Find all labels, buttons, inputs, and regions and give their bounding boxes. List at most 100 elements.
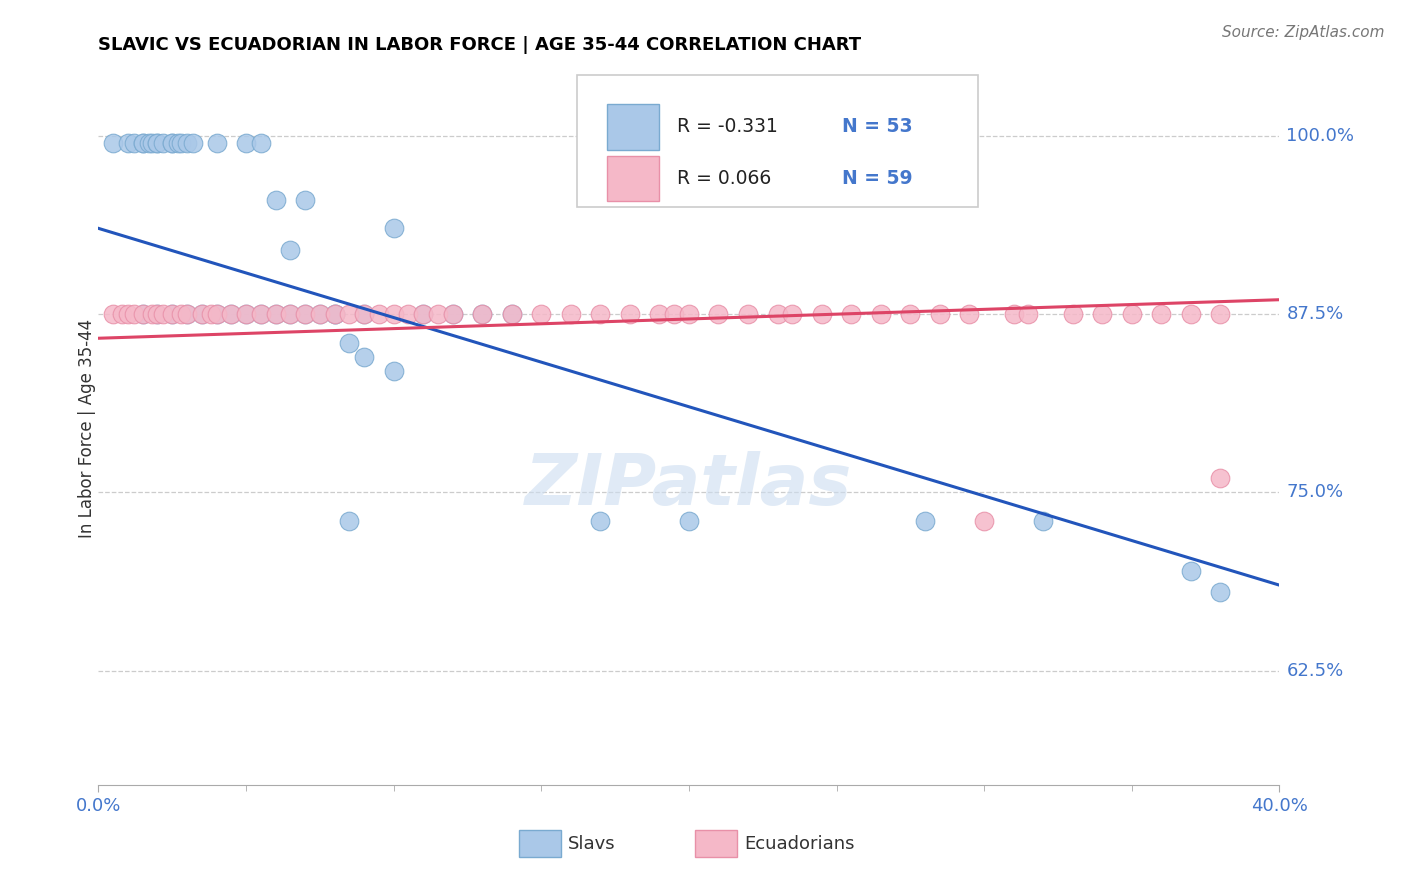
Text: N = 53: N = 53 [842,118,912,136]
Point [162,136,183,150]
Point [382,307,405,321]
Point [132,307,155,321]
Point [589,307,612,321]
Text: 100.0%: 100.0% [1286,127,1354,145]
Point [337,335,360,350]
Point [191,307,214,321]
Y-axis label: In Labor Force | Age 35-44: In Labor Force | Age 35-44 [79,318,96,538]
Point [235,307,257,321]
Point [117,307,139,321]
Point [323,307,346,321]
Point [501,307,523,321]
Point [294,193,316,207]
Text: SLAVIC VS ECUADORIAN IN LABOR FORCE | AGE 35-44 CORRELATION CHART: SLAVIC VS ECUADORIAN IN LABOR FORCE | AG… [98,36,862,54]
Point [412,307,434,321]
Point [309,307,332,321]
Point [103,307,125,321]
Point [900,307,922,321]
Point [1209,307,1232,321]
Point [103,136,125,150]
FancyBboxPatch shape [576,75,979,207]
Point [1002,307,1025,321]
Point [323,307,346,321]
Point [264,193,287,207]
Point [122,307,145,321]
Point [219,307,242,321]
Point [191,307,214,321]
Point [427,307,450,321]
Point [678,514,700,528]
Point [928,307,950,321]
Point [1209,471,1232,485]
Point [132,136,155,150]
Point [111,307,134,321]
Point [959,307,981,321]
Point [250,136,273,150]
Point [1091,307,1114,321]
Point [205,307,228,321]
Point [678,307,700,321]
Point [122,136,145,150]
Point [278,307,302,321]
Point [235,136,257,150]
Point [973,514,995,528]
Point [132,307,155,321]
Text: N = 59: N = 59 [842,169,912,188]
Point [337,514,360,528]
Point [707,307,730,321]
Point [162,307,183,321]
Point [250,307,273,321]
Point [117,136,139,150]
Point [737,307,759,321]
Point [382,221,405,235]
Point [368,307,391,321]
Point [235,307,257,321]
Point [141,307,163,321]
Point [619,307,641,321]
Text: Ecuadorians: Ecuadorians [744,835,855,853]
Point [162,136,183,150]
Point [264,307,287,321]
FancyBboxPatch shape [607,104,659,150]
Text: R = 0.066: R = 0.066 [678,169,772,188]
Point [167,136,190,150]
Point [353,350,375,364]
Point [309,307,332,321]
Point [152,307,174,321]
Point [1062,307,1084,321]
Text: 75.0%: 75.0% [1286,483,1344,501]
Point [353,307,375,321]
Point [782,307,804,321]
Point [176,307,198,321]
Text: Slavs: Slavs [568,835,616,853]
Point [766,307,789,321]
Point [278,243,302,257]
Point [869,307,891,321]
Point [146,307,169,321]
Point [412,307,434,321]
Point [294,307,316,321]
Point [914,514,936,528]
Point [1121,307,1143,321]
Point [471,307,494,321]
Point [205,136,228,150]
Point [200,307,222,321]
Point [501,307,523,321]
Point [146,307,169,321]
Point [530,307,553,321]
Point [1017,307,1039,321]
Point [264,307,287,321]
Point [294,307,316,321]
FancyBboxPatch shape [607,156,659,202]
Point [146,136,169,150]
Text: Source: ZipAtlas.com: Source: ZipAtlas.com [1222,25,1385,40]
Point [176,307,198,321]
Text: R = -0.331: R = -0.331 [678,118,778,136]
Text: 87.5%: 87.5% [1286,305,1344,323]
Point [205,307,228,321]
Point [664,307,686,321]
Point [170,136,193,150]
Point [471,307,494,321]
Point [396,307,419,321]
Point [146,136,169,150]
